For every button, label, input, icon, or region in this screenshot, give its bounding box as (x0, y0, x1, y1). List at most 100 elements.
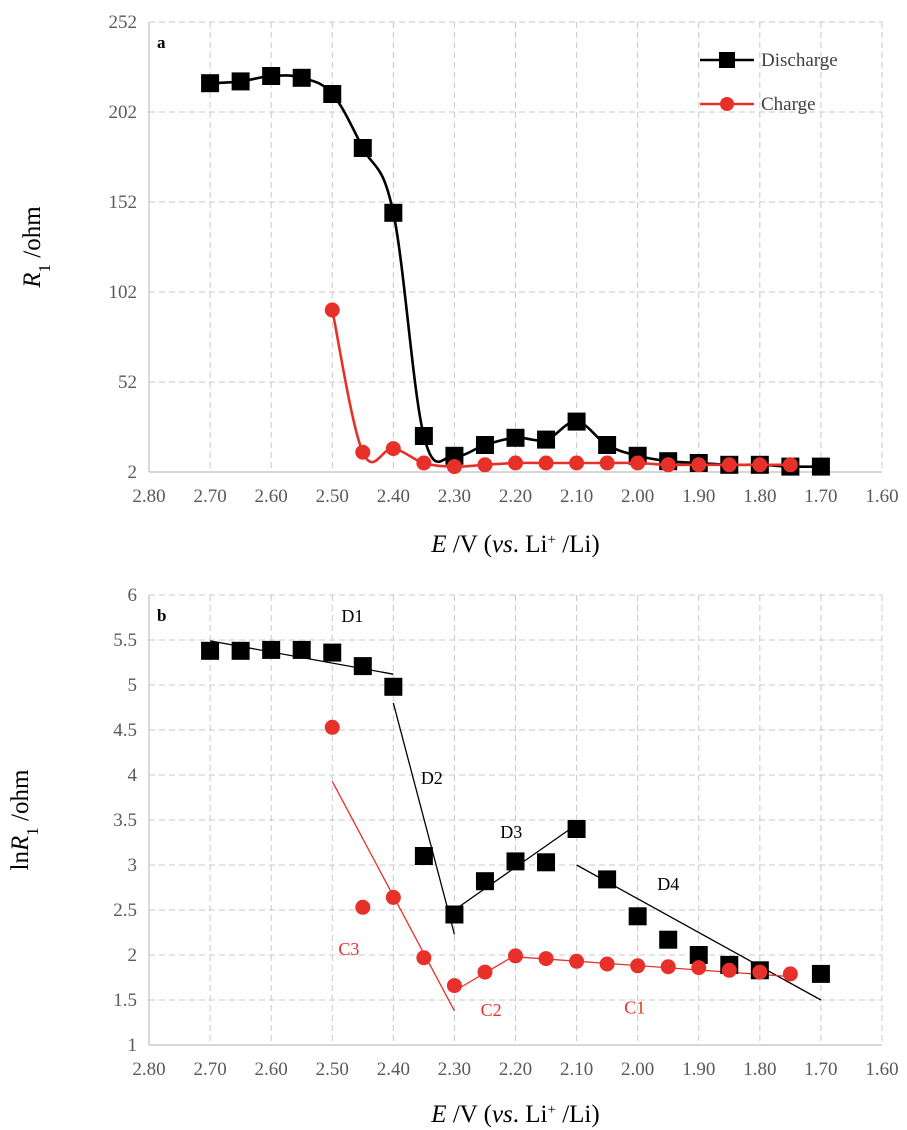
data-point-discharge (292, 640, 311, 659)
data-point-discharge (201, 74, 220, 93)
y-tick-label: 52 (118, 372, 137, 393)
data-point-charge (721, 457, 737, 473)
data-point-charge (355, 444, 371, 460)
data-point-charge (630, 455, 646, 471)
y-tick-label: 6 (128, 585, 138, 606)
y-axis-label-part: /ohm (7, 769, 34, 827)
fit-line-d2 (392, 702, 456, 935)
y-tick-label: 3.5 (113, 810, 137, 831)
x-tick-label: 2.60 (255, 1059, 288, 1080)
x-tick-label: 2.80 (132, 1059, 165, 1080)
y-tick-label: 3 (128, 855, 138, 876)
data-point-charge (416, 950, 432, 966)
data-point-discharge (384, 203, 403, 222)
x-tick-label: 2.30 (438, 1059, 471, 1080)
data-point-discharge (231, 72, 250, 91)
annotation-d2: D2 (421, 768, 443, 788)
x-axis-label-part: . Li (513, 1101, 548, 1128)
data-point-charge (660, 457, 676, 473)
data-point-charge (752, 964, 768, 980)
annotation-c1: C1 (624, 998, 645, 1018)
data-point-charge (416, 455, 432, 471)
data-point-charge (324, 302, 340, 318)
y-tick-label: 1.5 (113, 990, 137, 1011)
panel-letter: b (157, 606, 166, 625)
annotation-c3: C3 (338, 939, 359, 959)
x-tick-label: 2.20 (499, 486, 532, 507)
data-point-charge (385, 441, 401, 457)
y-axis-label-part: R (19, 272, 46, 288)
data-point-charge (446, 459, 462, 475)
y-tick-label: 2.5 (113, 900, 137, 921)
x-tick-label: 2.10 (560, 486, 593, 507)
y-axis-label-part: R (7, 836, 34, 852)
x-tick-label: 2.80 (132, 486, 165, 507)
y-axis-label-part: /ohm (19, 206, 46, 264)
data-point-discharge (323, 85, 342, 103)
data-point-charge (446, 978, 462, 994)
x-axis-label-part: . Li (513, 531, 548, 558)
x-tick-label: 1.70 (804, 1059, 837, 1080)
y-tick-label: 2 (128, 945, 138, 966)
fit-line-c1 (515, 956, 791, 978)
legend: Discharge Charge (700, 50, 838, 115)
y-tick-label: 4.5 (113, 720, 137, 741)
annotation-c2: C2 (481, 1000, 502, 1020)
y-tick-label: 102 (109, 282, 138, 303)
y-tick-label: 2 (128, 462, 138, 483)
y-tick-label: 202 (109, 102, 138, 123)
x-axis-label-part: /V ( (447, 531, 492, 558)
data-point-charge (721, 962, 737, 978)
x-tick-label: 2.50 (316, 1059, 349, 1080)
data-point-discharge (659, 930, 678, 949)
y-axis-label: lnR1 /ohm (7, 769, 42, 870)
data-point-discharge (445, 905, 464, 924)
data-point-discharge (414, 427, 433, 445)
data-point-discharge (475, 872, 494, 891)
x-tick-label: 2.70 (193, 486, 226, 507)
data-point-discharge (231, 641, 250, 660)
data-point-discharge (811, 964, 830, 983)
data-point-discharge (445, 446, 464, 465)
y-axis-label-part: 1 (23, 827, 42, 836)
x-axis-label-part: E (430, 1101, 446, 1128)
x-tick-label: 2.70 (193, 1059, 226, 1080)
data-point-charge (508, 455, 523, 471)
data-point-discharge (475, 436, 494, 454)
data-point-discharge (628, 907, 647, 926)
x-tick-label: 2.20 (499, 1059, 532, 1080)
x-axis-label: E /V (vs. Li+ /Li) (430, 531, 599, 558)
x-axis-label-part: vs (492, 531, 513, 558)
y-tick-label: 4 (128, 765, 138, 786)
x-tick-label: 1.90 (682, 486, 715, 507)
y-tick-label: 1 (128, 1035, 138, 1056)
data-point-discharge (353, 657, 372, 676)
x-tick-label: 2.50 (316, 486, 349, 507)
data-point-charge (324, 719, 340, 735)
x-axis-label-part: /Li) (556, 531, 600, 558)
legend-marker (719, 52, 735, 68)
annotation-d4: D4 (657, 874, 679, 894)
y-tick-label: 5.5 (113, 630, 137, 651)
x-tick-label: 1.60 (865, 486, 898, 507)
x-tick-label: 2.10 (560, 1059, 593, 1080)
data-point-charge (355, 899, 371, 915)
annotation-d1: D1 (341, 606, 363, 626)
x-axis-label-part: vs (492, 1101, 513, 1128)
data-point-discharge (353, 139, 372, 157)
x-tick-label: 2.40 (377, 486, 410, 507)
data-point-charge (599, 455, 615, 471)
data-point-discharge (567, 412, 586, 431)
data-point-discharge (567, 820, 586, 838)
x-tick-label: 2.00 (621, 486, 654, 507)
x-tick-label: 1.80 (743, 1059, 776, 1080)
x-tick-label: 1.80 (743, 486, 776, 507)
data-point-discharge (201, 641, 220, 660)
y-tick-label: 252 (109, 12, 138, 33)
data-point-discharge (506, 428, 525, 447)
data-point-charge (477, 964, 493, 980)
x-axis-label-part: /V ( (447, 1101, 492, 1128)
panel-letter: a (157, 33, 166, 52)
y-tick-label: 152 (109, 192, 138, 213)
